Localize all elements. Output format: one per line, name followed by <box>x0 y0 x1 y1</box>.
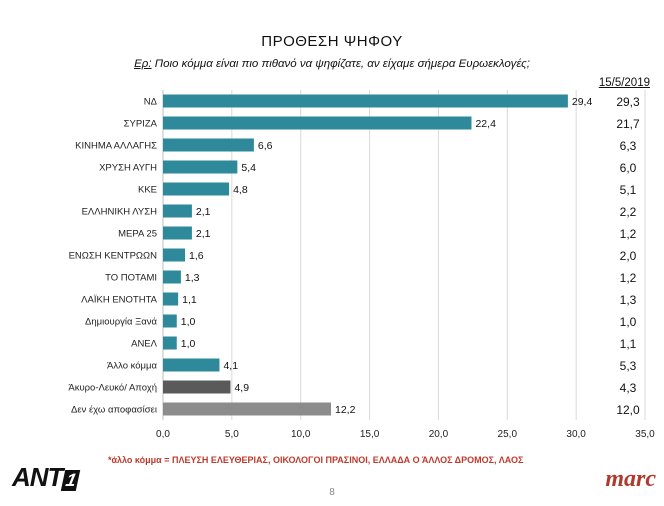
question-label: Ερ: <box>134 58 152 70</box>
x-tick-label: 5,0 <box>225 429 239 440</box>
bar <box>163 226 192 240</box>
x-tick-label: 10,0 <box>291 429 311 440</box>
marc-logo: marc <box>605 466 656 492</box>
ant1-logo-number: 1 <box>61 470 81 491</box>
bar <box>163 160 238 174</box>
previous-value-label: 21,7 <box>616 117 640 131</box>
category-label: Άκυρο-Λευκό/ Αποχή <box>68 383 157 394</box>
x-tick-label: 0,0 <box>156 429 170 440</box>
bar <box>163 204 192 218</box>
category-label: ΛΑΪΚΗ ΕΝΟΤΗΤΑ <box>81 295 158 306</box>
data-label: 22,4 <box>475 118 496 130</box>
data-label: 1,0 <box>181 338 196 350</box>
x-tick-label: 20,0 <box>429 429 449 440</box>
bar <box>163 116 472 130</box>
previous-value-label: 2,0 <box>620 249 637 263</box>
category-label: ΚΙΝΗΜΑ ΑΛΛΑΓΗΣ <box>75 141 157 152</box>
data-label: 5,4 <box>241 162 256 174</box>
question-body: Ποιο κόμμα είναι πιο πιθανό να ψηφίζατε,… <box>151 58 530 70</box>
previous-value-label: 1,1 <box>620 337 637 351</box>
data-label: 6,6 <box>258 140 273 152</box>
bar <box>163 248 186 262</box>
x-tick-label: 30,0 <box>566 429 586 440</box>
category-label: ΚΚΕ <box>138 185 157 196</box>
bars-layer <box>163 94 568 416</box>
bar <box>163 336 177 350</box>
previous-value-label: 1,2 <box>620 271 637 285</box>
footnote: *άλλο κόμμα = ΠΛΕΥΣΗ ΕΛΕΥΘΕΡΙΑΣ, ΟΙΚΟΛΟΓ… <box>108 455 524 465</box>
comparison-date: 15/5/2019 <box>598 77 650 89</box>
data-label: 2,1 <box>196 228 211 240</box>
bar <box>163 182 230 196</box>
slide-title: ΠΡΟΘΕΣΗ ΨΗΦΟΥ <box>261 33 403 50</box>
bar <box>163 292 179 306</box>
previous-value-label: 5,1 <box>620 183 637 197</box>
previous-value-label: 2,2 <box>620 205 637 219</box>
category-label: ΧΡΥΣΗ ΑΥΓΗ <box>99 163 157 174</box>
ant1-logo: ANT 1 <box>12 462 81 493</box>
previous-value-label: 6,3 <box>620 139 637 153</box>
x-tick-label: 15,0 <box>360 429 380 440</box>
labels-layer: 0,0 5,0 10,0 15,0 20,0 25,0 30,0 35,0 ΝΔ 29,4 29,3… <box>68 95 655 440</box>
bar <box>163 402 332 416</box>
bar <box>163 314 177 328</box>
data-label: 1,1 <box>182 294 197 306</box>
previous-value-label: 29,3 <box>616 95 640 109</box>
ant1-logo-text: ANT <box>12 462 63 492</box>
data-label: 12,2 <box>335 404 356 416</box>
previous-value-label: 1,3 <box>620 293 637 307</box>
category-label: ΑΝΕΛ <box>131 339 158 350</box>
previous-value-label: 4,3 <box>620 381 637 395</box>
bar <box>163 138 254 152</box>
category-label: ΤΟ ΠΟΤΑΜΙ <box>105 273 157 284</box>
previous-value-label: 12,0 <box>616 403 640 417</box>
data-label: 1,3 <box>185 272 200 284</box>
previous-value-label: 6,0 <box>620 161 637 175</box>
data-label: 4,9 <box>234 382 249 394</box>
data-label: 1,6 <box>189 250 204 262</box>
category-label: Δεν έχω αποφασίσει <box>71 405 157 416</box>
question-text: Ερ: Ποιο κόμμα είναι πιο πιθανό να ψηφίζ… <box>0 58 664 70</box>
x-tick-label: 35,0 <box>635 429 655 440</box>
bar <box>163 270 181 284</box>
previous-value-label: 1,2 <box>620 227 637 241</box>
data-label: 2,1 <box>196 206 211 218</box>
category-label: ΜΕΡΑ 25 <box>118 229 157 240</box>
bar <box>163 94 568 108</box>
data-label: 1,0 <box>181 316 196 328</box>
previous-value-label: 5,3 <box>620 359 637 373</box>
data-label: 4,8 <box>233 184 248 196</box>
category-label: ΣΥΡΙΖΑ <box>124 119 158 130</box>
previous-value-label: 1,0 <box>620 315 637 329</box>
bar <box>163 358 220 372</box>
category-label: Δημιουργία Ξανά <box>85 317 158 328</box>
bar <box>163 380 231 394</box>
data-label: 29,4 <box>572 96 593 108</box>
page-number: 8 <box>329 487 335 498</box>
category-label: ΕΝΩΣΗ ΚΕΝΤΡΩΩΝ <box>69 251 158 262</box>
x-tick-label: 25,0 <box>498 429 518 440</box>
grid-layer <box>162 90 646 420</box>
data-label: 4,1 <box>223 360 238 372</box>
category-label: ΝΔ <box>144 97 158 108</box>
category-label: ΕΛΛΗΝΙΚΗ ΛΥΣΗ <box>82 207 158 218</box>
category-label: Άλλο κόμμα <box>107 361 157 372</box>
